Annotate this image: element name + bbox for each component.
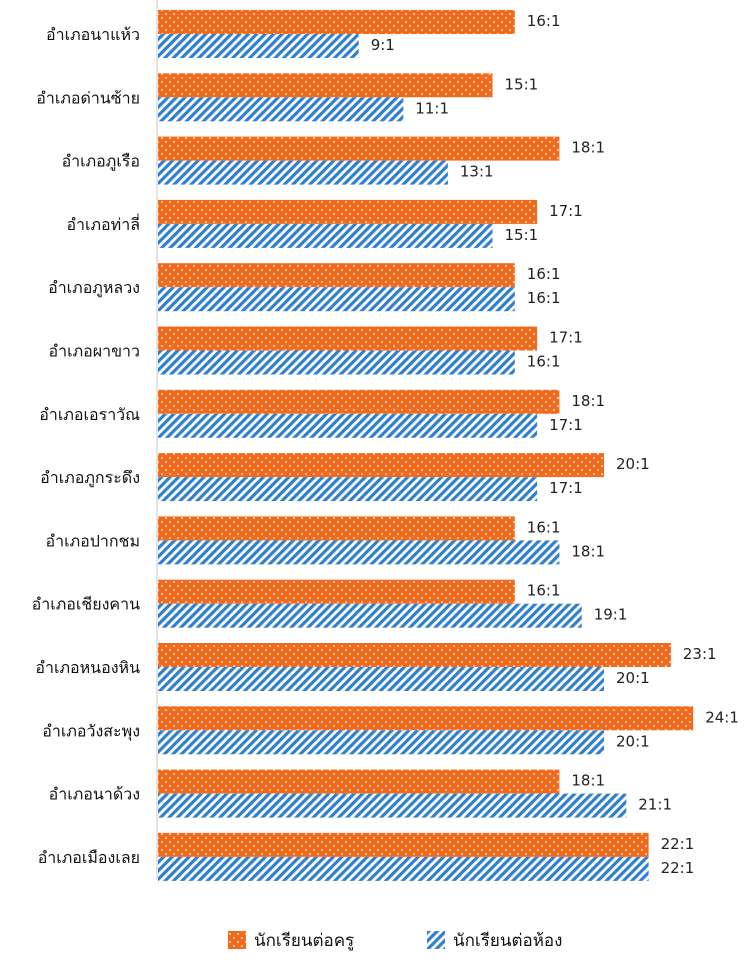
legend-item-students-per-teacher: นักเรียนต่อครู: [228, 931, 354, 951]
value-labels: 16:1 9:1 15:1 11:1 18:1 13:1 17:1 15:1 16:1 16:1 1…: [371, 12, 739, 877]
bar-students-per-teacher: [158, 516, 515, 541]
value-label-students-per-room: 21:1: [638, 796, 672, 814]
category-labels: อำเภอนาแห้วอำเภอด่านซ้ายอำเภอภูเรืออำเภอ…: [32, 25, 141, 867]
bar-students-per-teacher: [158, 769, 560, 794]
bar-students-per-room: [158, 223, 493, 248]
bar-students-per-teacher: [158, 706, 694, 731]
legend-swatch-dots: [228, 931, 246, 949]
value-label-students-per-teacher: 16:1: [527, 582, 561, 600]
bar-students-per-teacher: [158, 73, 493, 98]
category-label: อำเภอภูหลวง: [48, 278, 140, 298]
bar-students-per-teacher: [158, 579, 515, 604]
bar-students-per-teacher: [158, 263, 515, 288]
value-label-students-per-room: 16:1: [527, 353, 561, 371]
bar-students-per-room: [158, 667, 604, 691]
bar-students-per-teacher: [158, 326, 538, 351]
value-label-students-per-room: 19:1: [594, 606, 628, 624]
value-label-students-per-teacher: 18:1: [571, 772, 605, 790]
value-label-students-per-room: 9:1: [371, 36, 395, 54]
value-label-students-per-teacher: 17:1: [549, 202, 583, 220]
bar-students-per-room: [158, 97, 404, 122]
value-label-students-per-teacher: 20:1: [616, 455, 650, 473]
bar-students-per-room: [158, 350, 515, 375]
category-label: อำเภอหนองหิน: [35, 658, 140, 677]
value-label-students-per-teacher: 16:1: [527, 518, 561, 536]
category-label: อำเภอภูกระดึง: [40, 468, 140, 488]
value-label-students-per-room: 11:1: [415, 99, 449, 117]
value-label-students-per-room: 16:1: [527, 289, 561, 307]
value-label-students-per-room: 17:1: [549, 416, 583, 434]
bar-students-per-room: [158, 856, 649, 881]
bar-students-per-room: [158, 603, 582, 628]
bar-students-per-room: [158, 477, 538, 502]
value-label-students-per-teacher: 23:1: [683, 645, 717, 663]
value-label-students-per-teacher: 24:1: [705, 708, 739, 726]
legend-label: นักเรียนต่อครู: [254, 931, 354, 951]
legend-label: นักเรียนต่อห้อง: [453, 931, 562, 951]
bar-students-per-room: [158, 793, 627, 818]
value-label-students-per-teacher: 17:1: [549, 329, 583, 347]
value-label-students-per-room: 15:1: [505, 226, 539, 244]
bar-students-per-room: [158, 160, 448, 185]
category-label: อำเภอนาด้วง: [49, 785, 140, 804]
legend-item-students-per-room: นักเรียนต่อห้อง: [427, 931, 562, 951]
category-label: อำเภอเมืองเลย: [38, 848, 140, 867]
bar-students-per-room: [158, 413, 538, 438]
value-label-students-per-room: 13:1: [460, 163, 494, 181]
value-label-students-per-teacher: 18:1: [571, 392, 605, 410]
bar-students-per-teacher: [158, 832, 649, 857]
bar-students-per-teacher: [158, 643, 671, 667]
category-label: อำเภอท่าลี่: [66, 213, 140, 234]
category-label: อำเภอด่านซ้าย: [36, 88, 140, 107]
category-label: อำเภอปากชม: [46, 531, 140, 550]
value-label-students-per-teacher: 16:1: [527, 265, 561, 283]
bars: [158, 10, 694, 881]
bar-students-per-room: [158, 540, 560, 565]
category-label: อำเภอภูเรือ: [62, 152, 140, 172]
category-label: อำเภอเชียงคาน: [32, 595, 140, 614]
value-label-students-per-teacher: 22:1: [661, 835, 695, 853]
category-label: อำเภอนาแห้ว: [46, 25, 140, 44]
value-label-students-per-teacher: 18:1: [571, 139, 605, 157]
bar-students-per-teacher: [158, 136, 560, 161]
bar-students-per-room: [158, 730, 604, 755]
bar-students-per-teacher: [158, 389, 560, 414]
bar-students-per-room: [158, 34, 359, 58]
bar-students-per-room: [158, 287, 515, 312]
value-label-students-per-room: 20:1: [616, 669, 650, 687]
bar-students-per-teacher: [158, 199, 538, 224]
value-label-students-per-teacher: 15:1: [505, 75, 539, 93]
value-label-students-per-room: 17:1: [549, 479, 583, 497]
category-label: อำเภอเอราวัณ: [39, 405, 140, 424]
value-label-students-per-teacher: 16:1: [527, 12, 561, 30]
legend-swatch-stripes: [427, 931, 445, 949]
bar-students-per-teacher: [158, 10, 515, 34]
category-label: อำเภอวังสะพุง: [42, 721, 140, 741]
value-label-students-per-room: 22:1: [661, 859, 695, 877]
legend: นักเรียนต่อครู นักเรียนต่อห้อง: [228, 931, 562, 951]
value-label-students-per-room: 20:1: [616, 732, 650, 750]
bar-students-per-teacher: [158, 453, 604, 478]
category-label: อำเภอผาขาว: [49, 342, 140, 361]
value-label-students-per-room: 18:1: [571, 542, 605, 560]
